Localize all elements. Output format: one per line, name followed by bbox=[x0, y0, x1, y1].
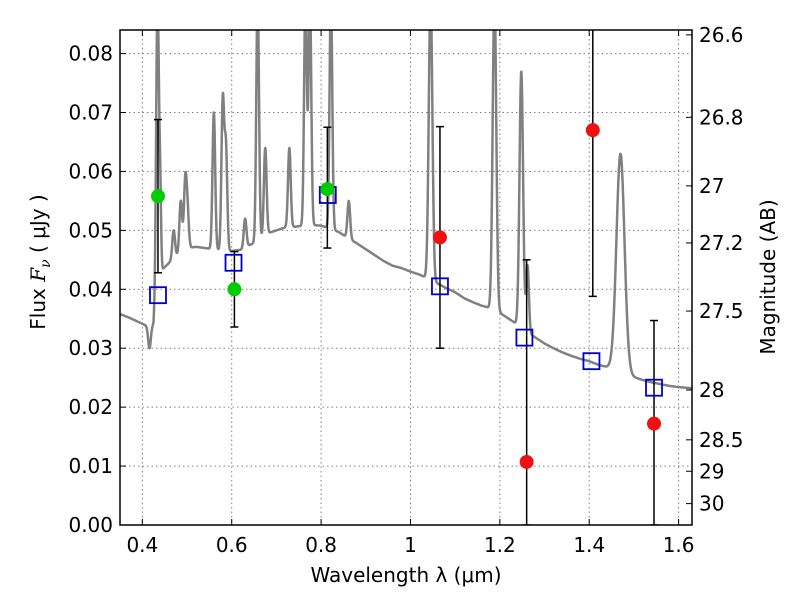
y-tick-label: 0.01 bbox=[68, 454, 113, 478]
tick-labels: 0.4 0.6 0.8 1 1.2 1.4 1.6 0.00 0.01 0.02 0.03 0.04 0… bbox=[68, 23, 743, 557]
x-axis-label: Wavelength λ (μm) bbox=[310, 563, 501, 587]
model-photometry-box bbox=[431, 277, 449, 296]
y-tick-label: 0.05 bbox=[68, 218, 113, 242]
red-measurement-point bbox=[519, 454, 534, 469]
y2-tick-label: 26.6 bbox=[699, 23, 744, 47]
green-measurement-point bbox=[150, 189, 165, 204]
plot-frame bbox=[119, 29, 693, 526]
y-tick-label: 0.07 bbox=[68, 101, 113, 125]
green-measurement-point bbox=[227, 282, 242, 297]
x-tick-label: 1.4 bbox=[573, 533, 605, 557]
y-tick-label: 0.04 bbox=[68, 277, 113, 301]
model-photometry-box bbox=[582, 352, 601, 371]
y-tick-label: 0.06 bbox=[68, 159, 113, 183]
measurement-layer bbox=[150, 123, 662, 469]
x-tick-label: 0.6 bbox=[216, 533, 248, 557]
model-photometry-box bbox=[224, 253, 243, 272]
y-axis-label-symbol: F bbox=[26, 267, 50, 283]
model-photometry-box bbox=[515, 328, 534, 347]
y-axis-label: Flux Fν ( μJy ) bbox=[26, 194, 54, 329]
y2-tick-label: 30 bbox=[699, 492, 724, 516]
x-tick-label: 1.2 bbox=[484, 533, 516, 557]
red-measurement-point bbox=[432, 230, 447, 245]
x-tick-label: 0.4 bbox=[126, 533, 158, 557]
x-tick-label: 1.6 bbox=[663, 533, 695, 557]
y2-tick-label: 29 bbox=[699, 459, 724, 483]
green-measurement-point bbox=[320, 182, 335, 197]
model-photometry-box bbox=[645, 378, 663, 397]
y2-tick-label: 27.2 bbox=[699, 231, 744, 255]
y-axis-label-subscript: ν bbox=[38, 259, 54, 268]
y-axis-label-unit: ( μJy ) bbox=[26, 194, 50, 259]
y-tick-label: 0.00 bbox=[68, 513, 113, 537]
model-box-layer bbox=[149, 186, 663, 397]
y-tick-label: 0.03 bbox=[68, 336, 113, 360]
y2-tick-label: 26.8 bbox=[699, 105, 744, 129]
model-photometry-box bbox=[149, 286, 167, 305]
y2-tick-label: 28 bbox=[699, 378, 724, 402]
red-measurement-point bbox=[647, 416, 662, 431]
y2-tick-label: 28.5 bbox=[699, 428, 744, 452]
x-tick-label: 1 bbox=[404, 533, 417, 557]
spectrum-line bbox=[120, 30, 692, 390]
y-tick-label: 0.02 bbox=[68, 395, 113, 419]
y2-tick-label: 27.5 bbox=[699, 299, 744, 323]
y2-axis-label: Magnitude (AB) bbox=[756, 199, 780, 354]
red-measurement-point bbox=[585, 123, 600, 138]
y-axis-label-text: Flux bbox=[26, 282, 50, 330]
x-tick-label: 0.8 bbox=[305, 533, 337, 557]
y-tick-label: 0.08 bbox=[68, 42, 113, 66]
spectrum-layer bbox=[120, 30, 692, 390]
y2-tick-label: 27 bbox=[699, 174, 724, 198]
tick-marks bbox=[120, 30, 692, 526]
